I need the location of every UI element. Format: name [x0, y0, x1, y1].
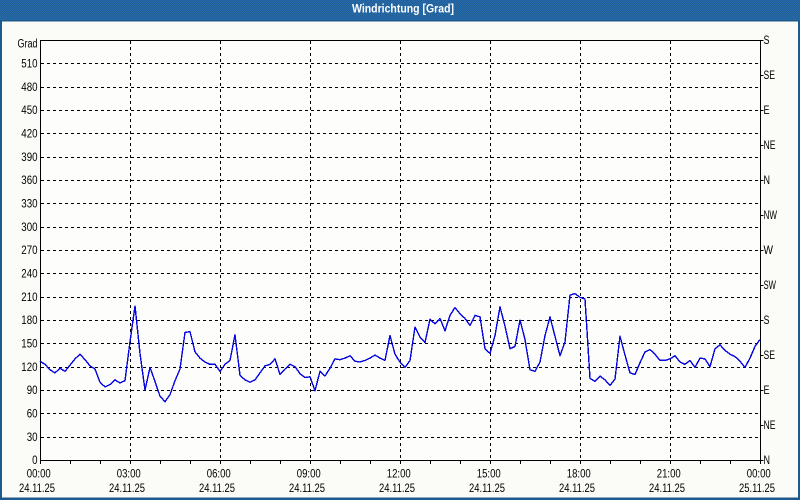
svg-text:Windrichtung [Grad]: Windrichtung [Grad]: [352, 2, 454, 16]
svg-text:480: 480: [21, 82, 37, 94]
svg-text:21:00: 21:00: [657, 468, 681, 480]
svg-text:60: 60: [27, 408, 38, 420]
svg-text:24.11.25: 24.11.25: [559, 483, 595, 495]
svg-text:510: 510: [21, 58, 37, 70]
svg-text:NE: NE: [764, 140, 776, 152]
svg-text:06:00: 06:00: [207, 468, 231, 480]
svg-text:240: 240: [21, 268, 37, 280]
svg-text:120: 120: [21, 362, 37, 374]
svg-text:18:00: 18:00: [567, 468, 591, 480]
svg-text:N: N: [764, 175, 771, 187]
svg-text:S: S: [764, 315, 770, 327]
svg-text:450: 450: [21, 105, 37, 117]
svg-text:24.11.25: 24.11.25: [289, 483, 325, 495]
svg-text:S: S: [764, 35, 770, 47]
svg-text:15:00: 15:00: [477, 468, 501, 480]
svg-text:00:00: 00:00: [747, 468, 771, 480]
svg-text:E: E: [764, 105, 770, 117]
svg-text:SE: SE: [764, 350, 776, 362]
svg-text:180: 180: [21, 315, 37, 327]
svg-text:SW: SW: [764, 280, 777, 292]
svg-text:SE: SE: [764, 70, 776, 82]
svg-text:24.11.25: 24.11.25: [649, 483, 685, 495]
svg-text:360: 360: [21, 175, 37, 187]
svg-text:N: N: [764, 455, 771, 467]
svg-text:00:00: 00:00: [27, 468, 51, 480]
svg-text:24.11.25: 24.11.25: [109, 483, 145, 495]
svg-text:30: 30: [27, 432, 38, 444]
svg-text:420: 420: [21, 128, 37, 140]
svg-text:330: 330: [21, 198, 37, 210]
svg-text:300: 300: [21, 222, 37, 234]
svg-text:09:00: 09:00: [297, 468, 321, 480]
svg-text:12:00: 12:00: [387, 468, 411, 480]
svg-text:24.11.25: 24.11.25: [19, 483, 55, 495]
svg-text:390: 390: [21, 152, 37, 164]
svg-text:210: 210: [21, 292, 37, 304]
svg-text:24.11.25: 24.11.25: [379, 483, 415, 495]
svg-text:03:00: 03:00: [117, 468, 141, 480]
svg-text:NW: NW: [764, 210, 778, 222]
svg-text:0: 0: [32, 455, 37, 467]
svg-text:NE: NE: [764, 420, 776, 432]
svg-text:270: 270: [21, 245, 37, 257]
svg-text:Grad: Grad: [18, 39, 38, 51]
svg-text:90: 90: [27, 385, 38, 397]
svg-text:150: 150: [21, 338, 37, 350]
svg-text:E: E: [764, 385, 770, 397]
svg-text:25.11.25: 25.11.25: [739, 483, 775, 495]
svg-text:W: W: [764, 245, 774, 257]
svg-text:24.11.25: 24.11.25: [469, 483, 505, 495]
svg-text:24.11.25: 24.11.25: [199, 483, 235, 495]
